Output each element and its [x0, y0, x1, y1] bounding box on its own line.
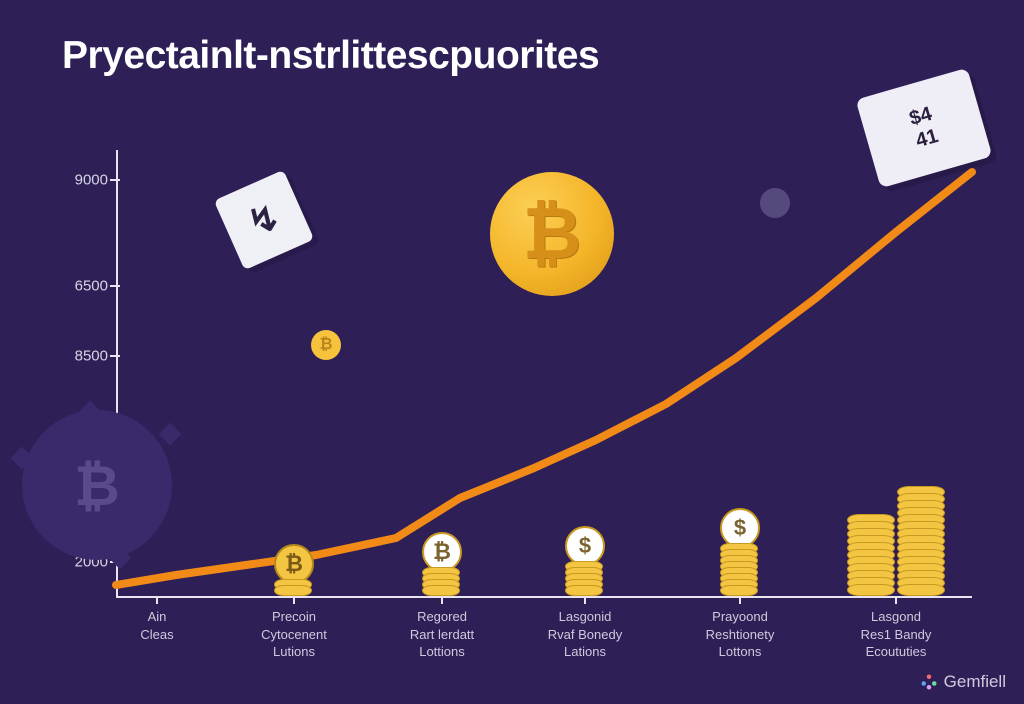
bitcoin-coin-icon: ₿	[422, 532, 462, 572]
coin-stack-prayoond: $	[720, 516, 760, 596]
x-category-label: Lasgonid Rvaf Bonedy Lations	[530, 608, 640, 661]
x-category-label: Regored Rart lerdatt Lottions	[387, 608, 497, 661]
y-tick-label: 8500	[58, 348, 108, 365]
x-tick	[156, 596, 158, 604]
y-tick-label: 9000	[58, 172, 108, 189]
watermark-label: Gemfiell	[944, 672, 1006, 692]
big-bitcoin-icon: ₿	[490, 172, 614, 296]
coin-stack-regored: ₿	[422, 540, 462, 596]
coin-stack-lasgond	[847, 491, 945, 596]
dollar-coin-icon: $	[720, 508, 760, 548]
x-tick	[441, 596, 443, 604]
x-tick	[739, 596, 741, 604]
y-tick-label: 6500	[58, 278, 108, 295]
bitcoin-coin-icon: ₿	[274, 544, 314, 584]
x-category-label: Lasgond Res1 Bandy Ecoututies	[841, 608, 951, 661]
small-bitcoin-icon: ₿	[311, 330, 341, 360]
x-category-label: Prayoond Reshtionety Lottons	[685, 608, 795, 661]
x-tick	[895, 596, 897, 604]
x-tick	[293, 596, 295, 604]
purple-dot-icon	[760, 188, 790, 218]
page-title: Pryectainlt-nstrlittescpuorites	[62, 34, 599, 78]
x-category-label: Precoin Cytocenent Lutions	[239, 608, 349, 661]
x-tick	[584, 596, 586, 604]
watermark: Gemfiell	[920, 672, 1006, 692]
coin-stack-precoin: ₿	[274, 552, 314, 596]
dollar-coin-icon: $	[565, 526, 605, 566]
x-category-label: Ain Cleas	[102, 608, 212, 643]
price-card-line2: 41	[913, 125, 941, 153]
coin-stack-lasgonid: $	[565, 534, 605, 596]
watermark-logo-icon	[920, 673, 938, 691]
